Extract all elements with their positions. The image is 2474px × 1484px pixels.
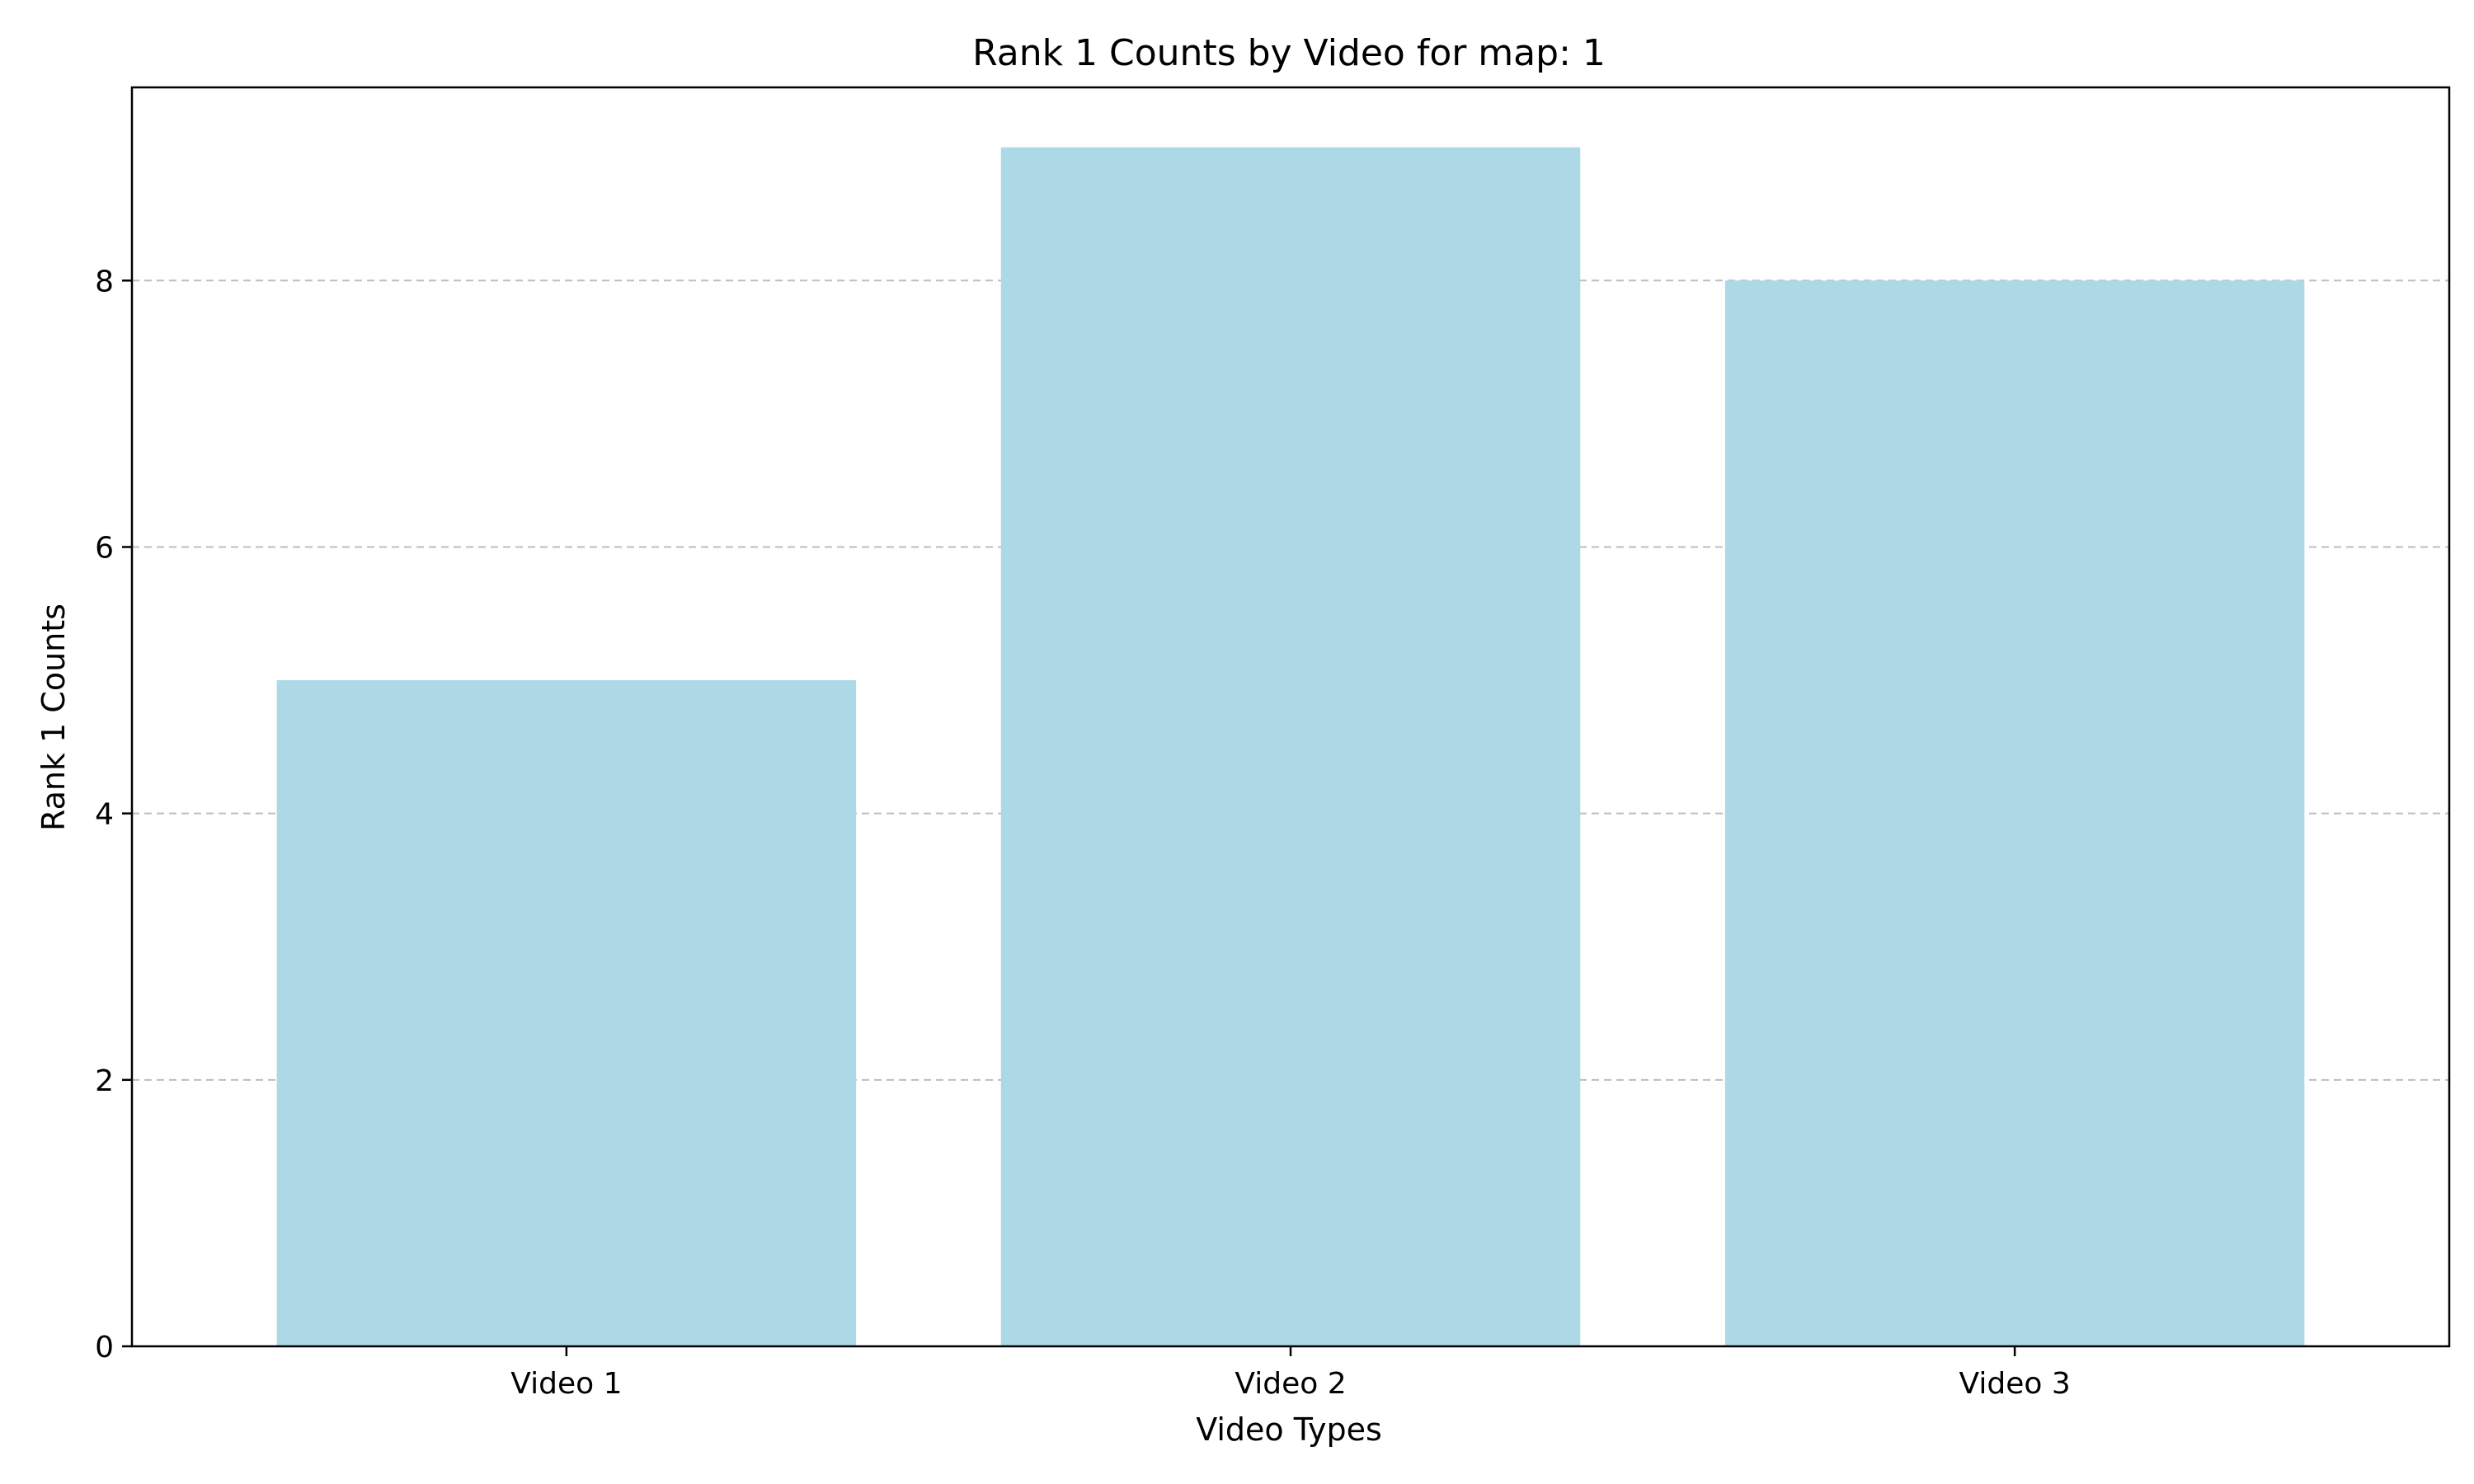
y-tick-label: 2: [95, 1064, 114, 1098]
y-tick-label: 8: [95, 265, 114, 298]
chart-title: Rank 1 Counts by Video for map: 1: [972, 32, 1606, 74]
x-axis-label: Video Types: [1196, 1411, 1382, 1448]
x-tick-label: Video 3: [1959, 1367, 2071, 1401]
bar: [276, 680, 857, 1346]
y-tick-label: 0: [95, 1331, 114, 1364]
x-tick-label: Video 1: [510, 1367, 622, 1401]
y-tick-label: 6: [95, 531, 114, 565]
bars: [276, 147, 2305, 1347]
x-axis-ticks: Video 1 Video 2 Video 3: [510, 1346, 2071, 1401]
y-tick-label: 4: [95, 798, 114, 832]
bar: [1724, 280, 2305, 1347]
x-tick-label: Video 2: [1235, 1367, 1346, 1401]
y-axis-label: Rank 1 Counts: [35, 603, 72, 831]
bar: [1000, 147, 1581, 1347]
y-axis-ticks: 0 2 4 6 8: [95, 265, 132, 1364]
